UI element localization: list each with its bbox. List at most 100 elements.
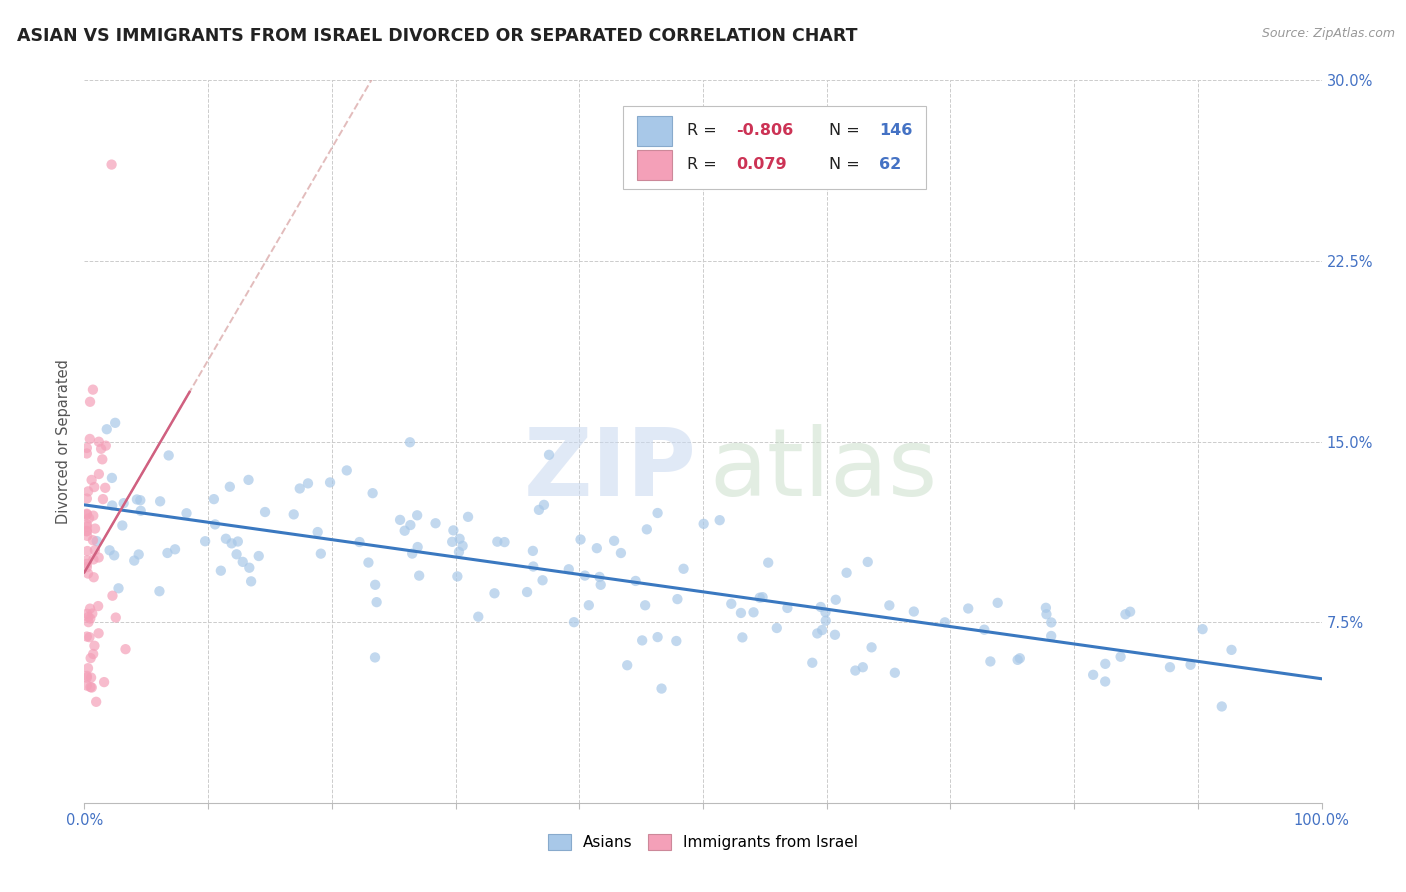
Point [672, 562, 695, 576]
Text: 62: 62 [879, 157, 901, 172]
Point [1094, 674, 1116, 689]
Point [94, 481, 117, 495]
Point [90, 442, 112, 456]
Point [883, 665, 905, 680]
Point [665, 634, 688, 648]
Point [76, 560, 98, 574]
Point [83, 480, 105, 494]
Point [651, 681, 673, 696]
Text: -0.806: -0.806 [737, 123, 793, 138]
Point [957, 601, 980, 615]
Point [631, 633, 654, 648]
Point [87, 467, 110, 481]
Point [364, 578, 387, 592]
Point [76, 669, 98, 683]
Point [221, 536, 243, 550]
Point [94, 439, 117, 453]
Point [401, 547, 423, 561]
Point [76, 441, 98, 455]
Point [104, 416, 127, 430]
Point [569, 533, 592, 547]
Point [283, 508, 305, 522]
Point [589, 578, 612, 592]
Point [129, 493, 152, 508]
Point [776, 601, 799, 615]
Point [156, 546, 179, 560]
Point [467, 609, 489, 624]
Point [297, 476, 319, 491]
Point [77, 566, 100, 581]
Point [240, 574, 263, 589]
Point [76, 507, 98, 521]
Point [616, 658, 638, 673]
Point [647, 630, 669, 644]
Point [856, 555, 879, 569]
Point [1035, 607, 1057, 622]
Point [204, 517, 226, 532]
Point [232, 555, 254, 569]
Point [76, 520, 98, 534]
Point [77, 484, 100, 499]
Text: 146: 146 [879, 123, 912, 138]
Point [934, 615, 956, 630]
Point [288, 482, 311, 496]
Point [76, 491, 98, 506]
Point [903, 605, 925, 619]
Point [852, 660, 875, 674]
Point [361, 486, 384, 500]
Point [585, 541, 607, 556]
Point [624, 574, 647, 588]
Point [84, 522, 107, 536]
Point [814, 614, 837, 628]
Point [765, 621, 787, 635]
Point [202, 492, 225, 507]
Point [731, 631, 754, 645]
Point [82, 533, 104, 548]
Point [494, 535, 516, 549]
Point [83, 639, 105, 653]
Point [76, 679, 98, 693]
Point [87, 550, 110, 565]
Point [610, 546, 633, 560]
Point [1007, 653, 1029, 667]
Text: atlas: atlas [709, 425, 938, 516]
Point [194, 534, 217, 549]
Point [165, 542, 187, 557]
Point [307, 524, 329, 539]
Point [810, 599, 832, 614]
Point [309, 547, 332, 561]
Point [98, 543, 121, 558]
Point [806, 626, 828, 640]
Point [157, 449, 180, 463]
Point [247, 549, 270, 563]
Point [578, 598, 600, 612]
Point [636, 522, 658, 536]
Point [87, 599, 110, 613]
Point [93, 675, 115, 690]
Point [486, 534, 509, 549]
Point [82, 383, 104, 397]
Point [82, 552, 104, 566]
Point [562, 615, 585, 630]
Point [1211, 699, 1233, 714]
Point [87, 626, 110, 640]
Point [104, 610, 127, 624]
Text: N =: N = [830, 123, 865, 138]
Point [76, 524, 98, 539]
Point [101, 499, 124, 513]
Text: R =: R = [688, 123, 721, 138]
Text: N =: N = [830, 157, 865, 172]
Point [399, 518, 422, 533]
Point [100, 157, 122, 171]
Point [349, 535, 371, 549]
Point [319, 475, 342, 490]
Point [484, 586, 506, 600]
Point [238, 560, 260, 574]
Point [76, 446, 98, 460]
Text: R =: R = [688, 157, 721, 172]
Point [103, 549, 125, 563]
Point [1040, 629, 1063, 643]
Point [1119, 605, 1142, 619]
Point [709, 513, 731, 527]
Point [76, 607, 98, 621]
